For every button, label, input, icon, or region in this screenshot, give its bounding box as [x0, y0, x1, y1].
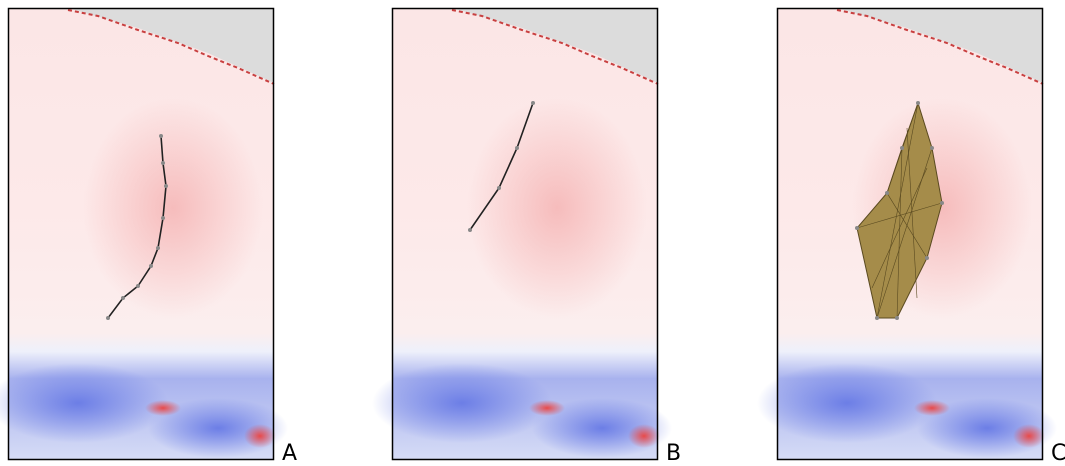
- surface-node: [900, 146, 904, 150]
- empty-region: [837, 8, 1043, 83]
- trace-node: [161, 216, 165, 220]
- field-low: [372, 363, 552, 443]
- trace-node: [159, 134, 163, 138]
- surface-node: [895, 316, 899, 320]
- field-high: [1013, 424, 1045, 448]
- fault-trace: [469, 102, 534, 231]
- boundary-edge: [451, 9, 659, 85]
- field-high: [529, 400, 565, 416]
- mesh-edge: [871, 167, 928, 289]
- panel-label: B: [666, 441, 681, 466]
- panel-border: [776, 7, 1044, 461]
- field-high: [244, 424, 276, 448]
- mesh-edge: [906, 127, 918, 299]
- trace-node: [164, 184, 168, 188]
- boundary-edge: [836, 9, 1044, 85]
- panel: [757, 7, 1057, 461]
- surface-node: [925, 256, 929, 260]
- surface-node: [916, 101, 920, 105]
- panel-border: [7, 7, 275, 461]
- trace-node: [531, 101, 535, 105]
- trace-node: [149, 264, 153, 268]
- panel-border: [391, 7, 659, 461]
- field-low: [757, 363, 937, 443]
- mesh-edge: [876, 147, 933, 319]
- field-high: [145, 400, 181, 416]
- field-highlight: [467, 98, 647, 318]
- panel: [0, 7, 288, 461]
- empty-region: [68, 8, 274, 83]
- trace-node: [121, 296, 125, 300]
- surface-node: [930, 146, 934, 150]
- field-high: [914, 400, 950, 416]
- trace-node: [161, 161, 165, 165]
- field-low: [0, 363, 168, 443]
- trace-node: [156, 246, 160, 250]
- trace-node: [468, 228, 472, 232]
- panel: [372, 7, 672, 461]
- mesh-edge: [856, 202, 943, 229]
- surface-node: [875, 316, 879, 320]
- trace-node: [497, 186, 501, 190]
- surface-node: [855, 226, 859, 230]
- field-high: [628, 424, 660, 448]
- trace-node: [136, 284, 140, 288]
- panel-label: A: [282, 441, 297, 466]
- surface-node: [940, 201, 944, 205]
- field-highlight: [83, 98, 263, 318]
- empty-region: [452, 8, 658, 83]
- mesh-edge: [896, 147, 903, 319]
- trace-node: [515, 146, 519, 150]
- panel-label: C: [1051, 441, 1065, 466]
- surface-node: [885, 191, 889, 195]
- trace-node: [106, 316, 110, 320]
- boundary-edge: [67, 9, 275, 85]
